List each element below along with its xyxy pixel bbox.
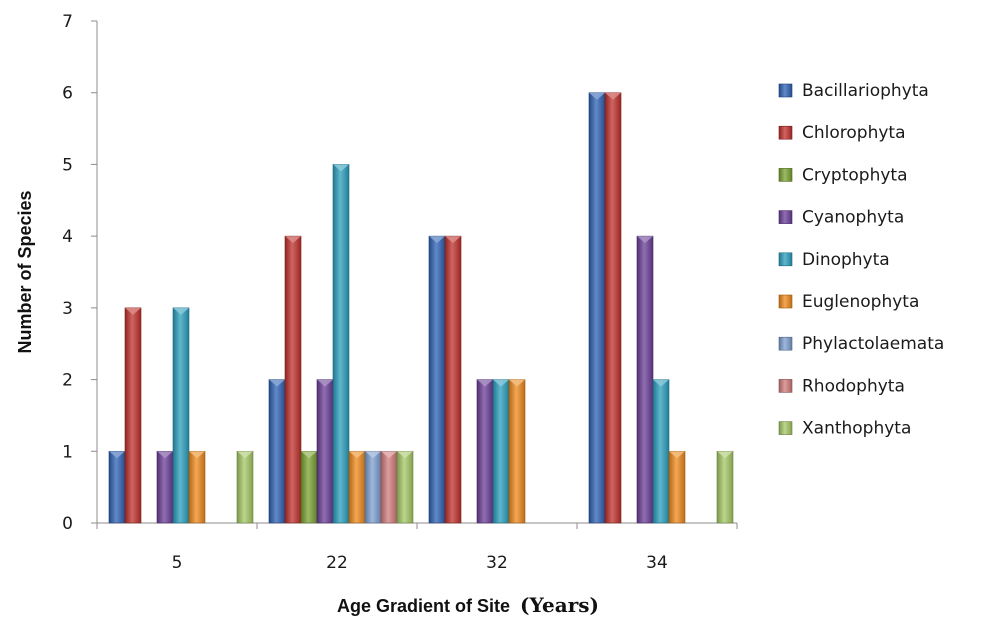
bar-cap [285,236,301,244]
bar-cap [173,307,189,315]
x-tick-label: 5 [172,553,183,573]
bar-bacillariophyta-34 [588,92,606,524]
x-axis-label-main: Age Gradient of Site [337,596,510,616]
bar-xanthophyta-22 [396,450,414,524]
bar-cap [509,379,525,387]
legend-label: Rhodophyta [802,376,905,396]
legend-label: Cryptophyta [802,165,908,185]
bar-dinophyta-22 [332,164,350,524]
bar-cap [653,379,669,387]
legend-label: Chlorophyta [802,123,906,143]
bar-euglenophyta-5 [188,450,206,524]
bar-dinophyta-32 [492,379,510,524]
bar-cap [125,307,141,315]
bar-cap [381,451,397,459]
y-axis-label: Number of Species [15,190,35,353]
bar-chlorophyta-34 [604,92,622,524]
bar-cap [237,451,253,459]
y-tick-label: 2 [62,371,73,391]
legend-swatch [778,210,793,224]
x-tick-label: 22 [326,553,348,573]
x-tick-label: 32 [486,553,508,573]
bar-cap [349,451,365,459]
legend-item-bacillariophyta: Bacillariophyta [778,81,929,101]
bar-cyanophyta-22 [316,379,334,524]
y-tick-label: 6 [62,84,73,104]
bar-cyanophyta-34 [636,235,654,524]
y-tick-label: 7 [62,12,73,32]
legend-item-euglenophyta: Euglenophyta [778,292,919,312]
y-tick-label: 1 [62,442,73,462]
legend-swatch [778,168,793,182]
bar-phylactolaemata-22 [364,450,382,524]
bar-euglenophyta-34 [668,450,686,524]
bar-cap [669,451,685,459]
legend-item-rhodophyta: Rhodophyta [778,376,905,396]
legend-swatch [778,421,793,435]
bar-chlorophyta-22 [284,235,302,524]
bar-cap [717,451,733,459]
legend-item-cryptophyta: Cryptophyta [778,165,908,185]
legend-label: Bacillariophyta [802,81,929,101]
bar-cap [109,451,125,459]
bar-cap [445,236,461,244]
y-tick-label: 5 [62,155,73,175]
bar-cyanophyta-5 [156,450,174,524]
bar-euglenophyta-32 [508,379,526,524]
legend-swatch [778,125,793,140]
legend-label: Euglenophyta [802,292,919,312]
bar-xanthophyta-5 [236,450,254,524]
bar-cap [157,451,173,459]
bar-cyanophyta-32 [476,379,494,524]
bar-euglenophyta-22 [348,450,366,524]
legend-swatch [778,336,793,351]
legend-label: Dinophyta [802,250,890,270]
bar-cap [269,379,285,387]
bar-cap [589,92,605,100]
legend-swatch [778,252,793,267]
bars [108,92,734,524]
bar-rhodophyta-22 [380,450,398,524]
x-axis-label-unit: (Years) [520,593,599,617]
bar-cap [365,451,381,459]
bar-cap [317,379,333,387]
y-tick-label: 0 [62,514,73,534]
legend-swatch [778,294,793,309]
legend-item-chlorophyta: Chlorophyta [778,123,906,143]
legend-item-cyanophyta: Cyanophyta [778,208,904,228]
bar-cap [493,379,509,387]
bar-cap [605,92,621,100]
bar-cap [333,164,349,172]
legend-label: Xanthophyta [802,419,911,439]
legend-label: Phylactolaemata [802,334,944,354]
legend-item-xanthophyta: Xanthophyta [778,419,911,439]
bar-bacillariophyta-32 [428,235,446,524]
bar-cap [637,236,653,244]
bar-bacillariophyta-22 [268,379,286,524]
bar-bacillariophyta-5 [108,450,126,524]
legend-swatch [778,379,793,393]
bar-cap [397,451,413,459]
legend-item-dinophyta: Dinophyta [778,250,890,270]
x-axis-label: Age Gradient of Site (Years) [337,593,599,617]
legend-swatch [778,83,793,98]
legend-label: Cyanophyta [802,208,904,228]
legend-item-phylactolaemata: Phylactolaemata [778,334,944,354]
y-tick-label: 4 [62,227,73,247]
legend: Bacillariophyta Chlorophyta Cryptophyta Cya… [778,81,944,439]
y-tick-label: 3 [62,299,73,319]
bar-cap [301,451,317,459]
bar-cap [429,236,445,244]
bar-chlorophyta-32 [444,235,462,524]
bar-cap [477,379,493,387]
bar-chlorophyta-5 [124,307,142,524]
bar-dinophyta-5 [172,307,190,524]
bar-cap [189,451,205,459]
x-tick-label: 34 [646,553,668,573]
bar-cryptophyta-22 [300,450,318,524]
bar-dinophyta-34 [652,379,670,524]
bar-xanthophyta-34 [716,450,734,524]
